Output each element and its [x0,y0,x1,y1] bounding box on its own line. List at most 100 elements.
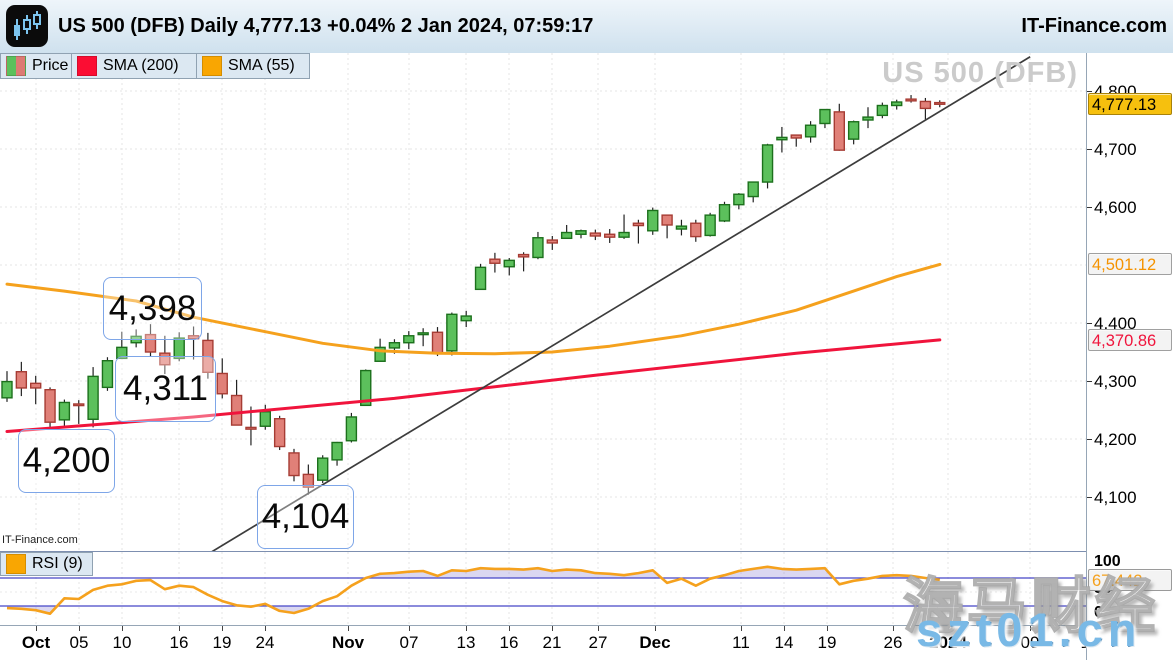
candle-up [317,457,329,481]
legend-chip-rsi[interactable]: RSI (9) [0,552,93,576]
x-axis-tick [222,626,223,631]
y-axis-label: 4,300 [1094,372,1137,391]
y-axis-label: 4,400 [1094,314,1137,333]
candle-down [302,473,315,488]
candle-down [15,371,28,389]
x-axis-tick [79,626,80,631]
y-axis-label: 4,200 [1094,430,1137,449]
x-axis-label: 16 [169,633,189,652]
candle-up [388,342,401,349]
y-axis-tick [1087,439,1092,440]
candle-up [675,225,688,230]
price-annotation-box[interactable]: 4,398 [103,277,202,340]
x-axis-tick [552,626,553,631]
candle-up [403,335,415,344]
candle-down [517,253,530,258]
candle-up [360,369,372,407]
candle-down [73,403,85,407]
candle-up [532,237,544,259]
watermark-cn-url: szt01.cn [916,603,1142,656]
candle-up [503,259,515,268]
legend-label: RSI (9) [32,555,83,572]
candle-up [647,209,659,232]
candle-down [589,232,602,237]
x-axis-label: Dec [639,633,671,652]
candle-up [891,101,903,107]
price-annotation-box[interactable]: 4,104 [257,485,354,549]
candle-up [575,230,587,235]
x-axis-label: 26 [883,633,903,652]
symbol-watermark: US 500 (DFB) [882,57,1078,89]
x-axis-tick [741,626,742,631]
legend-swatch [202,56,222,76]
x-axis-tick [1030,626,1031,631]
candle-up [862,116,874,121]
x-axis-tick [36,626,37,631]
x-axis-label: 2024 [929,633,967,652]
x-axis-label: 21 [542,633,562,652]
candle-up [761,144,774,183]
sma55-line [5,262,942,356]
candle-up [847,121,860,140]
x-axis-tick [655,626,656,631]
price-panel[interactable]: US 500 (DFB) IT-Finance.com Price SMA (20… [0,53,1086,551]
rsi-chart-svg[interactable] [0,552,1086,625]
candle-down [431,331,444,355]
y-axis-tick [1087,91,1092,92]
x-axis-label: 05 [69,633,89,652]
legend-label: SMA (200) [103,57,179,74]
x-axis-label: 10 [112,633,132,652]
candle-up [718,203,731,222]
rsi-zone-shade [269,606,314,613]
candle-down [546,239,558,244]
candle-up [819,108,831,125]
candle-up [747,181,759,198]
brand-link[interactable]: IT-Finance.com [1021,15,1167,37]
candle-down [159,352,171,366]
x-axis-tick [509,626,510,631]
price-annotation-box[interactable]: 4,311 [115,356,216,422]
candle-up [87,375,99,420]
rsi-panel[interactable]: RSI (9) [0,552,1086,625]
candle-up [733,193,745,206]
instrument-title: US 500 (DFB) Daily 4,777.13 +0.04% 2 Jan… [58,15,594,37]
price-chart-svg[interactable] [0,53,1086,551]
header-bar: US 500 (DFB) Daily 4,777.13 +0.04% 2 Jan… [0,0,1173,54]
candle-up [618,231,630,238]
chart-footer-brand: IT-Finance.com [2,534,78,546]
y-axis-tick [1087,323,1092,324]
y-axis-tick [1087,207,1092,208]
legend-chip-sma-55-[interactable]: SMA (55) [197,53,310,79]
candle-down [690,222,702,238]
x-axis-label: Nov [331,633,365,652]
candle-down [934,101,946,105]
candle-up [417,332,429,336]
price-annotation-box[interactable]: 4,200 [18,429,115,493]
app-logo[interactable] [6,5,48,47]
panel-divider[interactable] [0,551,1086,552]
x-axis-tick [348,626,349,631]
x-axis-label: 13 [456,633,476,652]
y-axis-tick [1087,381,1092,382]
x-axis-label: 07 [399,633,419,652]
candle-down [604,233,616,238]
y-axis[interactable]: 4,800 4,700 4,600 4,400 4,300 4,200 4,100 4,777… [1086,53,1173,660]
y-axis-tick [1087,497,1092,498]
x-axis-tick [409,626,410,631]
candle-up [704,214,716,237]
candle-down [216,372,228,395]
x-axis-tick [784,626,785,631]
y-axis-label: 4,600 [1094,198,1137,217]
watermark-cn-text: 海马财经 [902,572,1159,641]
candle-up [331,441,343,461]
candle-up [804,124,817,138]
x-axis-label: 19 [212,633,232,652]
legend-swatch [6,56,26,76]
legend-chip-sma-200-[interactable]: SMA (200) [72,53,197,79]
y-axis-label: 4,100 [1094,488,1137,507]
x-axis-tick [893,626,894,631]
legend-chip-price[interactable]: Price [0,53,72,79]
candle-down [790,134,802,139]
x-axis-label: 16 [499,633,519,652]
candle-up [776,136,788,141]
